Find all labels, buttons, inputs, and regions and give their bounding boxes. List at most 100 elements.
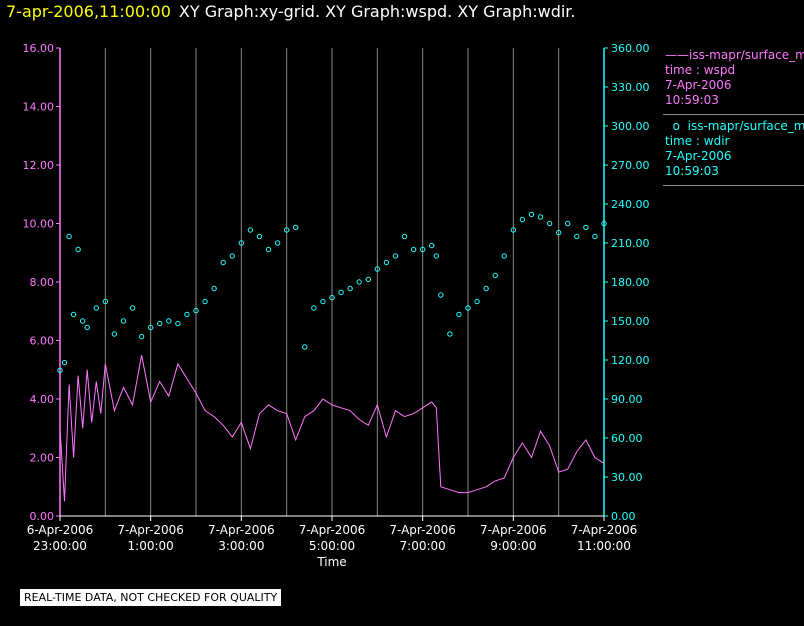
wdir-point (93, 305, 99, 311)
right-tick-label: 210.00 (611, 237, 650, 250)
legend-wspd-time: 10:59:03 (665, 93, 719, 107)
x-tick-time-label: 23:00:00 (33, 539, 87, 553)
wdir-point (274, 240, 281, 246)
left-tick-label: 14.00 (23, 101, 55, 114)
wdir-point (293, 224, 299, 231)
left-tick-label: 0.00 (30, 510, 55, 523)
wdir-point (66, 233, 72, 240)
right-tick-label: 90.00 (611, 393, 643, 406)
wdir-point (565, 220, 571, 227)
left-tick-label: 10.00 (23, 218, 55, 231)
wdir-point (519, 216, 526, 223)
wdir-point (320, 298, 326, 305)
x-tick-time-label: 9:00:00 (490, 539, 536, 553)
wdir-point (229, 253, 235, 259)
left-tick-label: 6.00 (30, 335, 55, 348)
wdir-point (546, 220, 553, 227)
x-tick-date-label: 7-Apr-2006 (480, 523, 547, 537)
wdir-point (433, 253, 439, 259)
legend-separator (663, 185, 804, 186)
left-tick-label: 8.00 (30, 276, 55, 289)
wdir-point (583, 224, 589, 231)
right-tick-label: 0.00 (611, 510, 636, 523)
wdir-point (247, 227, 254, 233)
wdir-point (311, 305, 317, 311)
wdir-point (75, 246, 81, 253)
legend: ——iss-mapr/surface_m time : wspd 7-Apr-2… (663, 44, 804, 186)
x-tick-date-label: 7-Apr-2006 (117, 523, 184, 537)
legend-wspd-date: 7-Apr-2006 (665, 78, 732, 92)
wdir-point (57, 367, 63, 374)
wdir-point (184, 311, 190, 318)
wdir-point (202, 298, 208, 305)
wdir-point (356, 279, 362, 285)
wdir-point (419, 246, 426, 253)
wdir-point (211, 285, 217, 292)
wdir-point (70, 311, 77, 318)
title-timestamp: 7-apr-2006,11:00:00 (6, 2, 171, 21)
right-tick-label: 270.00 (611, 159, 650, 172)
legend-entry-wspd: ——iss-mapr/surface_m time : wspd 7-Apr-2… (663, 44, 804, 108)
wdir-point (147, 324, 154, 331)
right-tick-label: 360.00 (611, 42, 650, 55)
legend-separator (663, 114, 804, 115)
wdir-point (338, 289, 344, 296)
right-tick-label: 180.00 (611, 276, 650, 289)
wdir-point (265, 246, 272, 253)
legend-wspd-variable: time : wspd (665, 63, 736, 77)
wdir-point (429, 242, 435, 249)
legend-line-symbol: —— (665, 48, 689, 62)
data-quality-note: REAL-TIME DATA, NOT CHECKED FOR QUALITY (20, 589, 282, 606)
right-tick-label: 60.00 (611, 432, 643, 445)
legend-wdir-variable: time : wdir (665, 134, 730, 148)
wdir-point (574, 233, 580, 240)
wdir-point (79, 318, 86, 324)
wdir-point (592, 233, 598, 240)
x-tick-date-label: 7-Apr-2006 (299, 523, 366, 537)
x-tick-date-label: 7-Apr-2006 (208, 523, 275, 537)
legend-wdir-date: 7-Apr-2006 (665, 149, 732, 163)
wdir-point (510, 227, 517, 233)
x-tick-time-label: 1:00:00 (128, 539, 174, 553)
x-tick-time-label: 3:00:00 (218, 539, 264, 553)
wdir-point (601, 220, 607, 227)
x-axis-title: Time (316, 555, 346, 569)
right-tick-label: 330.00 (611, 81, 650, 94)
wdir-point (374, 266, 381, 272)
wdir-point (129, 305, 136, 311)
wdir-point (283, 227, 290, 233)
x-tick-time-label: 7:00:00 (400, 539, 446, 553)
wdir-point (456, 311, 462, 318)
right-tick-label: 150.00 (611, 315, 650, 328)
wdir-point (528, 211, 535, 218)
right-tick-label: 240.00 (611, 198, 650, 211)
wdir-point (537, 214, 544, 220)
wdir-point (329, 294, 335, 301)
legend-circle-symbol: o (665, 119, 688, 133)
wspd-series-line (59, 355, 605, 502)
wdir-point (84, 324, 90, 331)
wdir-point (166, 318, 172, 324)
wdir-point (401, 233, 408, 240)
wdir-point (483, 285, 489, 292)
right-tick-label: 300.00 (611, 120, 650, 133)
legend-wspd-source: iss-mapr/surface_m (689, 48, 804, 62)
wdir-point (120, 318, 127, 324)
graph-title-bar: 7-apr-2006,11:00:00 XY Graph:xy-grid. XY … (6, 2, 576, 21)
wdir-point (111, 331, 118, 337)
wdir-point (392, 253, 399, 259)
legend-wdir-source: iss-mapr/surface_m (687, 119, 804, 133)
wdir-point (347, 285, 353, 292)
wdir-point (383, 259, 390, 266)
wdir-point (474, 298, 480, 305)
x-tick-time-label: 5:00:00 (309, 539, 355, 553)
left-tick-label: 12.00 (23, 159, 55, 172)
title-graph-names: XY Graph:xy-grid. XY Graph:wspd. XY Grap… (178, 2, 576, 21)
x-tick-date-label: 7-Apr-2006 (571, 523, 638, 537)
wdir-point (175, 320, 181, 327)
wdir-point (193, 307, 199, 314)
right-tick-label: 30.00 (611, 471, 643, 484)
wdir-point (61, 359, 68, 366)
legend-entry-wdir: o iss-mapr/surface_m time : wdir 7-Apr-2… (663, 115, 804, 179)
